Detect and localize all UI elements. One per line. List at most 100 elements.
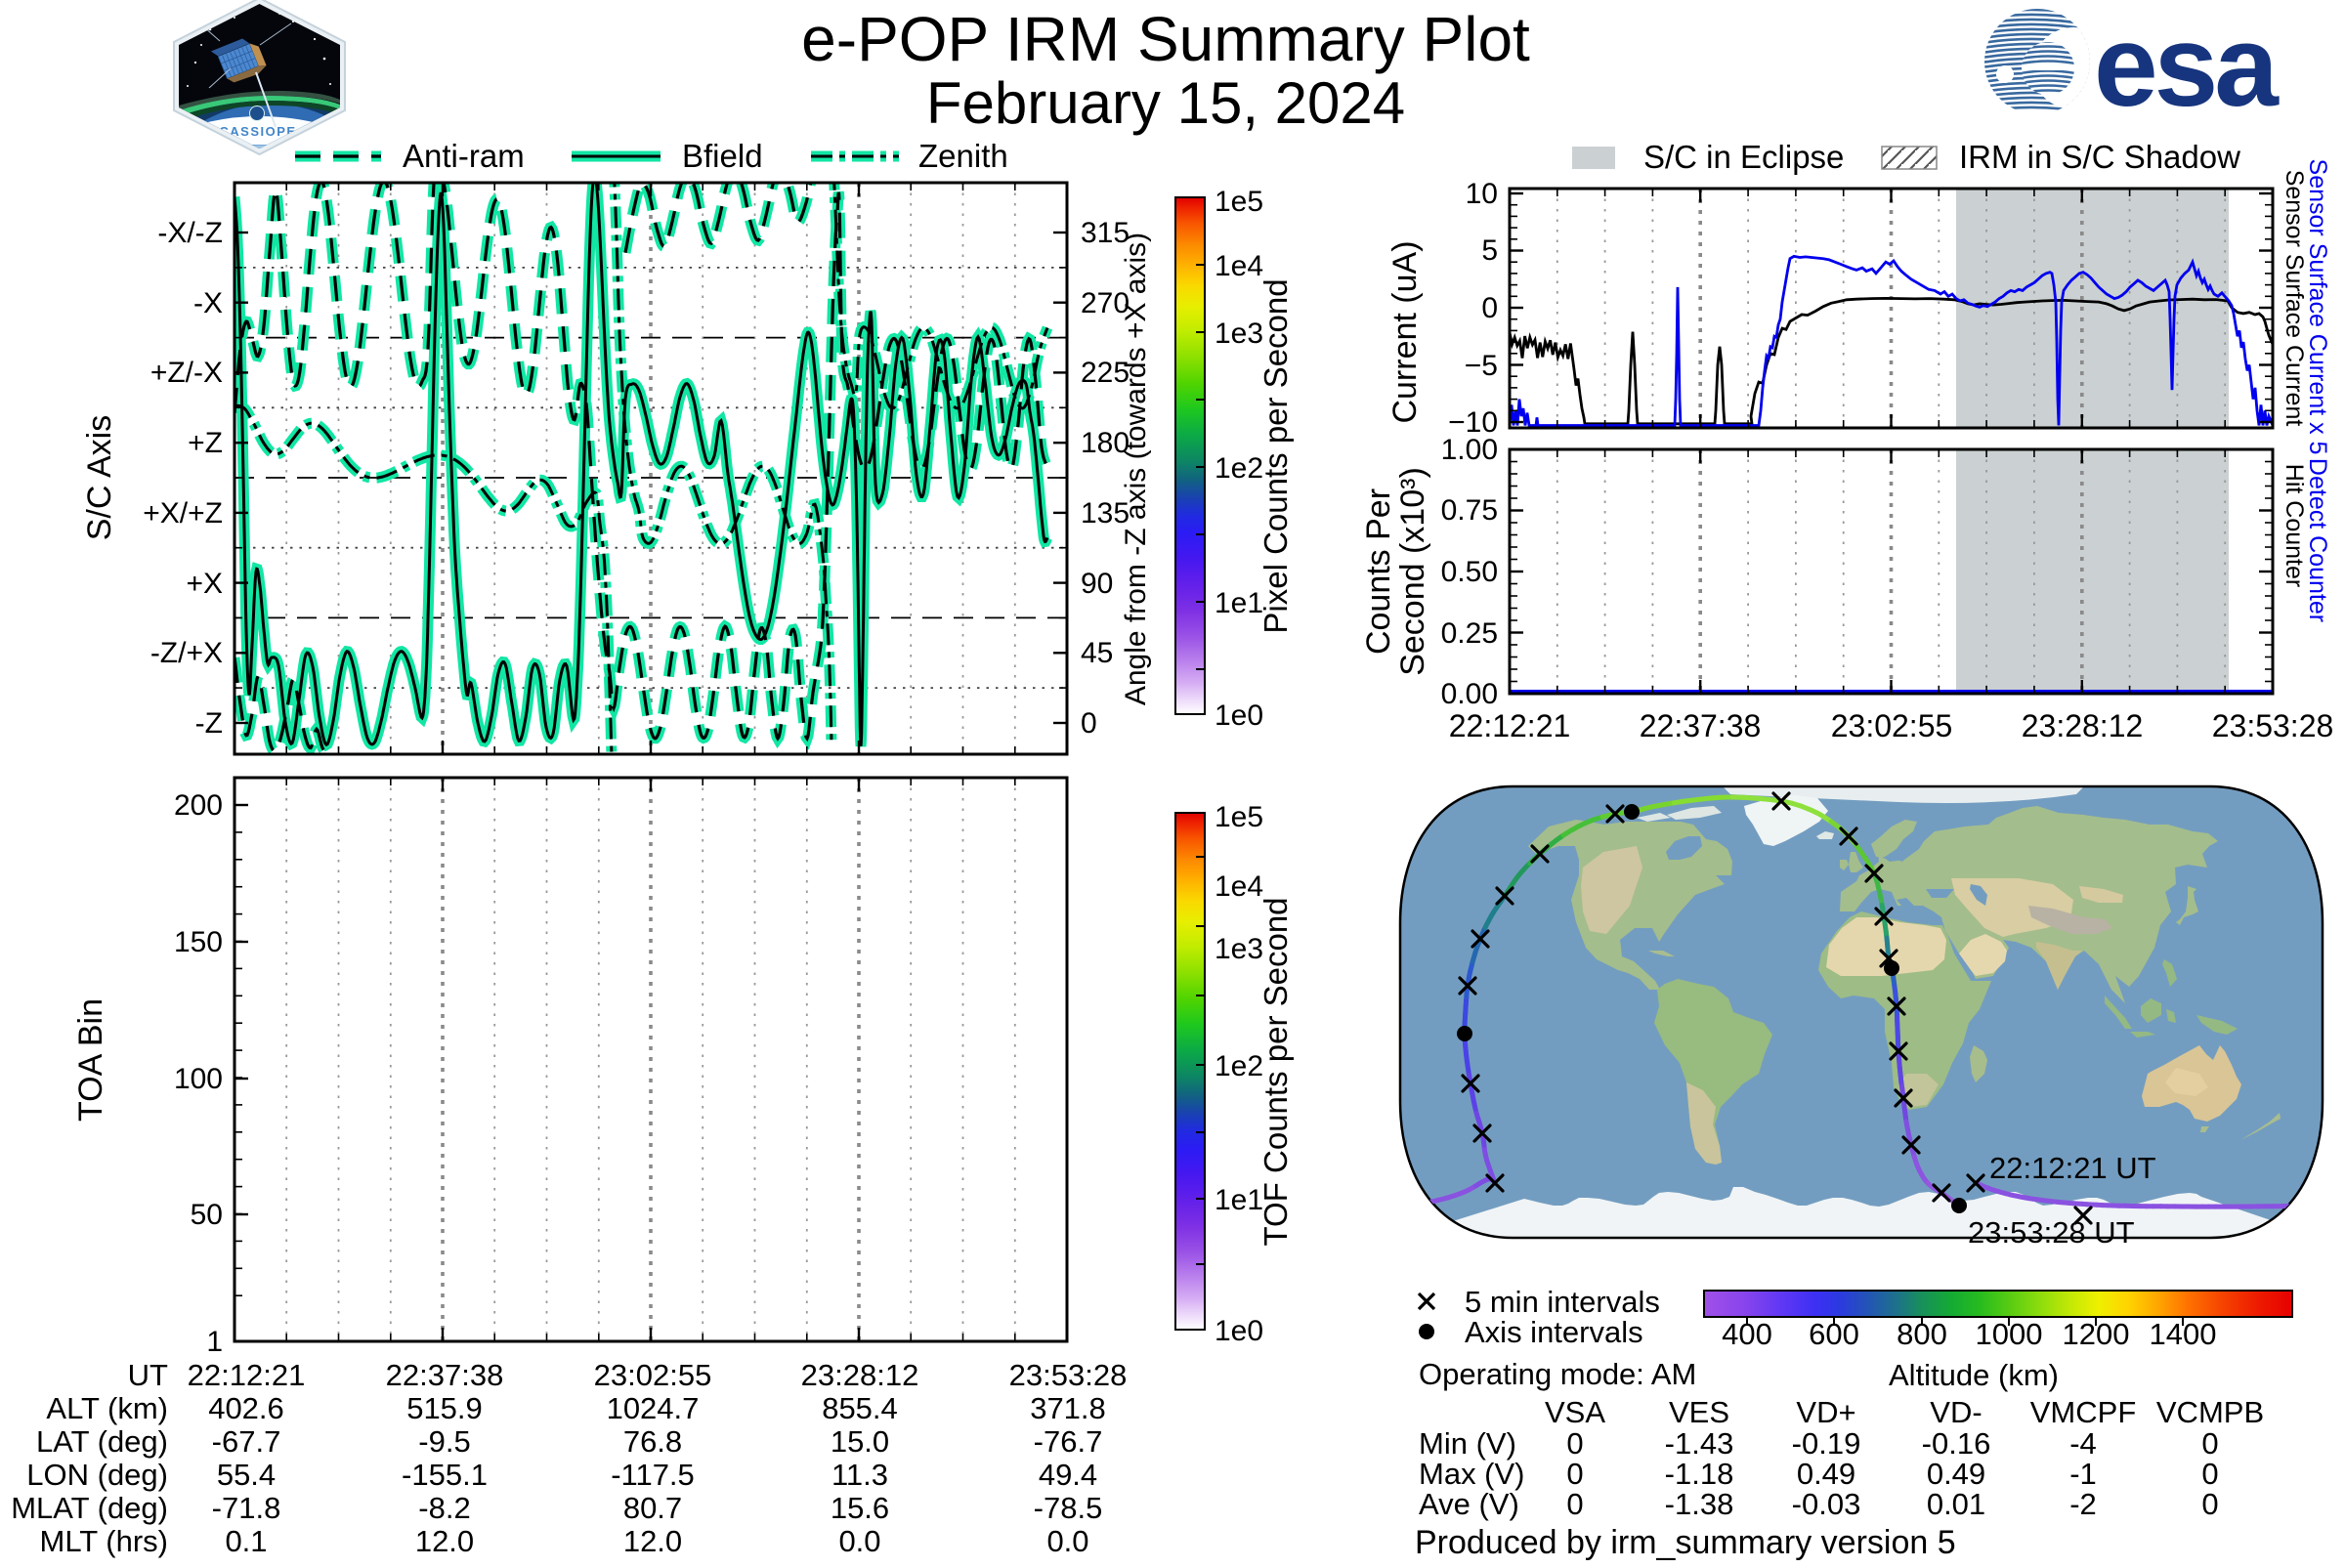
svg-text:Produced by irm_summary versio: Produced by irm_summary version 5 [1415,1524,1956,1561]
svg-text:23:02:55: 23:02:55 [594,1358,712,1392]
svg-text:23:53:28 UT: 23:53:28 UT [1968,1215,2135,1250]
svg-text:1024.7: 1024.7 [607,1391,700,1425]
svg-text:-X: -X [193,287,223,319]
svg-text:0.49: 0.49 [1797,1457,1855,1491]
svg-text:e-POP IRM Summary Plot: e-POP IRM Summary Plot [801,4,1530,74]
svg-text:Operating mode: AM: Operating mode: AM [1419,1357,1696,1391]
svg-text:S/C in Eclipse: S/C in Eclipse [1643,139,1844,175]
svg-text:Altitude (km): Altitude (km) [1889,1358,2059,1392]
svg-text:+Z/-X: +Z/-X [150,357,223,389]
svg-text:10: 10 [1466,178,1498,210]
svg-text:402.6: 402.6 [208,1391,284,1425]
svg-text:1e5: 1e5 [1215,186,1263,218]
svg-text:22:12:21 UT: 22:12:21 UT [1989,1151,2156,1185]
svg-text:Pixel Counts per Second: Pixel Counts per Second [1258,278,1294,633]
svg-text:Sensor Surface Current: Sensor Surface Current [2281,170,2308,427]
svg-text:11.3: 11.3 [831,1458,888,1492]
svg-text:-1.38: -1.38 [1665,1487,1734,1521]
svg-text:VD-: VD- [1930,1395,1982,1429]
svg-text:5: 5 [1481,234,1498,267]
svg-text:-67.7: -67.7 [212,1424,281,1459]
svg-text:1e0: 1e0 [1215,1315,1263,1347]
svg-text:-0.16: -0.16 [1922,1426,1991,1461]
svg-text:0.01: 0.01 [1927,1487,1985,1521]
svg-text:MLT (hrs): MLT (hrs) [40,1524,168,1558]
svg-text:150: 150 [174,926,223,958]
svg-text:1400: 1400 [2150,1317,2217,1351]
svg-text:-117.5: -117.5 [611,1458,695,1492]
svg-text:-X/-Z: -X/-Z [157,217,223,249]
svg-text:0.50: 0.50 [1441,556,1498,588]
svg-text:Angle from -Z axis (towards +X: Angle from -Z axis (towards +X axis) [1120,233,1152,705]
svg-text:1e1: 1e1 [1215,587,1263,619]
svg-text:-76.7: -76.7 [1034,1424,1103,1459]
svg-text:LON (deg): LON (deg) [26,1458,168,1492]
svg-text:-155.1: -155.1 [402,1458,488,1492]
svg-text:23:53:28: 23:53:28 [2212,708,2334,743]
svg-text:371.8: 371.8 [1030,1391,1106,1425]
svg-text:0: 0 [1566,1487,1583,1521]
svg-text:22:37:38: 22:37:38 [1640,708,1762,743]
svg-text:+X: +X [186,568,223,600]
svg-text:76.8: 76.8 [623,1424,682,1459]
svg-text:515.9: 515.9 [406,1391,483,1425]
svg-text:12.0: 12.0 [623,1524,682,1558]
svg-text:22:12:21: 22:12:21 [1449,708,1571,743]
svg-text:0.0: 0.0 [1046,1524,1088,1558]
svg-text:1e3: 1e3 [1215,318,1263,350]
svg-text:0.1: 0.1 [225,1524,267,1558]
svg-text:VD+: VD+ [1796,1395,1855,1429]
svg-text:-78.5: -78.5 [1034,1491,1103,1525]
svg-text:1e2: 1e2 [1215,1050,1263,1082]
svg-text:23:28:12: 23:28:12 [2022,708,2144,743]
svg-text:S/C Axis: S/C Axis [81,415,118,540]
svg-text:-0.03: -0.03 [1792,1487,1861,1521]
svg-text:15.6: 15.6 [831,1491,889,1525]
svg-text:90: 90 [1081,568,1113,600]
svg-text:-9.5: -9.5 [418,1424,470,1459]
svg-text:-1.43: -1.43 [1665,1426,1734,1461]
svg-text:+X/+Z: +X/+Z [143,497,223,530]
svg-text:22:37:38: 22:37:38 [386,1358,504,1392]
svg-text:−5: −5 [1465,350,1498,382]
svg-text:UT: UT [128,1358,168,1392]
svg-text:VMCPF: VMCPF [2030,1395,2137,1429]
svg-text:Bfield: Bfield [682,138,763,174]
svg-text:1e5: 1e5 [1215,801,1263,833]
svg-text:1e2: 1e2 [1215,452,1263,485]
svg-text:TOA Bin: TOA Bin [72,998,109,1122]
svg-text:400: 400 [1722,1317,1772,1351]
svg-text:1e4: 1e4 [1215,870,1263,903]
svg-text:0: 0 [1566,1426,1583,1461]
svg-text:0: 0 [2201,1457,2218,1491]
svg-text:50: 50 [191,1199,223,1231]
svg-text:0.0: 0.0 [838,1524,880,1558]
svg-text:600: 600 [1809,1317,1859,1351]
svg-text:100: 100 [174,1063,223,1095]
svg-text:0.75: 0.75 [1441,494,1498,527]
svg-text:-1.18: -1.18 [1665,1457,1734,1491]
svg-text:February 15, 2024: February 15, 2024 [926,70,1405,136]
svg-text:Anti-ram: Anti-ram [403,138,525,174]
svg-text:1e3: 1e3 [1215,933,1263,965]
svg-text:Min (V): Min (V) [1419,1426,1516,1461]
svg-text:0: 0 [1481,292,1498,324]
svg-text:5 min intervals: 5 min intervals [1465,1285,1660,1319]
svg-text:ALT (km): ALT (km) [46,1391,168,1425]
svg-text:800: 800 [1897,1317,1947,1351]
svg-text:Counts Per: Counts Per [1360,488,1397,655]
svg-text:1e0: 1e0 [1215,699,1263,732]
svg-text:+Z: +Z [188,427,223,459]
svg-text:0: 0 [1081,707,1097,740]
svg-text:1200: 1200 [2063,1317,2130,1351]
svg-text:0.25: 0.25 [1441,617,1498,650]
svg-text:23:28:12: 23:28:12 [801,1358,919,1392]
svg-text:VES: VES [1669,1395,1729,1429]
svg-text:-2: -2 [2069,1487,2097,1521]
svg-text:0.00: 0.00 [1441,678,1498,710]
svg-text:-71.8: -71.8 [212,1491,281,1525]
svg-text:15.0: 15.0 [831,1424,889,1459]
svg-text:IRM in S/C Shadow: IRM in S/C Shadow [1959,139,2240,175]
svg-text:Zenith: Zenith [918,138,1008,174]
svg-text:23:53:28: 23:53:28 [1009,1358,1128,1392]
